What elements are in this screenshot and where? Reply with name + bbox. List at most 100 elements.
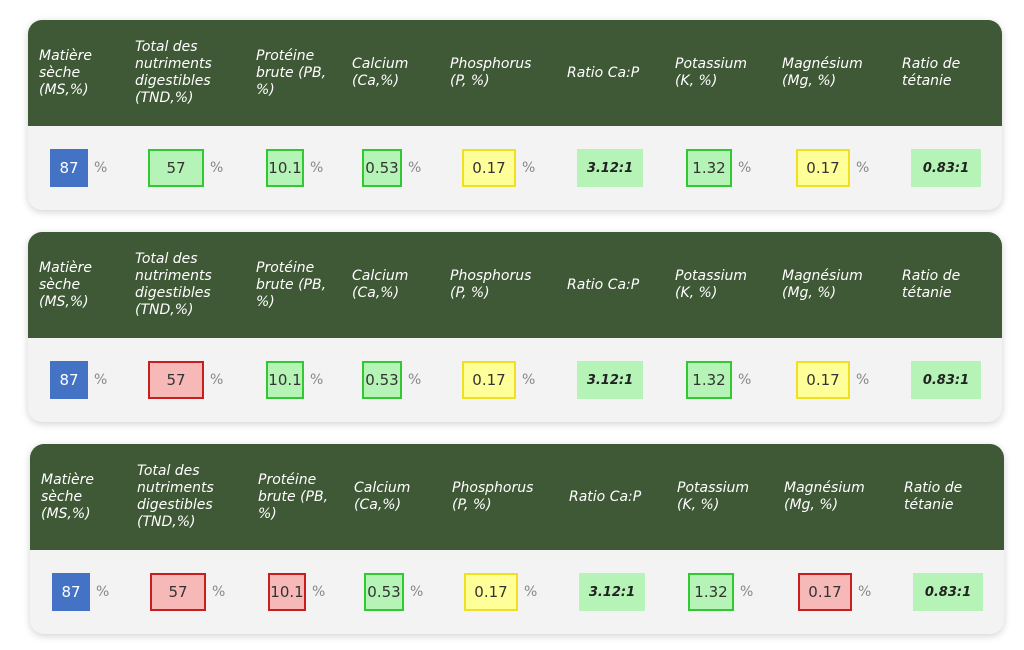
percent-unit: % (524, 584, 538, 600)
ratio-tetanie-value: 0.83:1 (913, 573, 983, 611)
cell-ratio-cap: 3.12:1 (579, 550, 645, 634)
header-potassium: Potassium (K, %) (677, 480, 750, 513)
nutrition-card: Matière sèche (MS,%) Total des nutriments… (30, 444, 1004, 634)
cell-ratio-tetanie: 0.83:1 (911, 338, 981, 422)
percent-unit: % (312, 584, 326, 600)
header-matiere-seche: Matière sèche (MS,%) (39, 259, 93, 310)
header-phosphorus: Phosphorus (P, %) (450, 56, 532, 89)
card-values-row: 87% 57% 10.1% 0.53% 0.17% 3.12:1 1.32% 0.17% 0.8… (28, 338, 1002, 422)
matiere-seche-value: 87 (50, 149, 88, 187)
cell-tnd: 57% (150, 550, 225, 634)
cell-matiere-seche: 87% (50, 338, 107, 422)
card-header: Matière sèche (MS,%) Total des nutriments… (28, 20, 1002, 126)
header-potassium: Potassium (K, %) (675, 268, 748, 301)
percent-unit: % (210, 372, 224, 388)
magnesium-value: 0.17 (796, 149, 850, 187)
potassium-value: 1.32 (686, 149, 732, 187)
percent-unit: % (96, 584, 110, 600)
percent-unit: % (94, 372, 108, 388)
phosphorus-value: 0.17 (462, 361, 516, 399)
ratio-cap-value: 3.12:1 (579, 573, 645, 611)
cell-phosphorus: 0.17% (462, 338, 535, 422)
cell-proteine-brute: 10.1% (266, 126, 323, 210)
percent-unit: % (858, 584, 872, 600)
percent-unit: % (522, 372, 536, 388)
cell-calcium: 0.53% (362, 126, 421, 210)
ratio-cap-value: 3.12:1 (577, 149, 643, 187)
cell-ratio-cap: 3.12:1 (577, 126, 643, 210)
header-phosphorus: Phosphorus (P, %) (450, 268, 532, 301)
calcium-value: 0.53 (364, 573, 404, 611)
percent-unit: % (410, 584, 424, 600)
proteine-brute-value: 10.1 (266, 361, 304, 399)
percent-unit: % (856, 372, 870, 388)
header-calcium: Calcium (Ca,%) (354, 480, 411, 513)
cell-calcium: 0.53% (362, 338, 421, 422)
cell-magnesium: 0.17% (796, 126, 869, 210)
header-tnd: Total des nutriments digestibles (TND,%) (137, 463, 214, 530)
header-ratio-tetanie: Ratio de tétanie (904, 480, 963, 513)
calcium-value: 0.53 (362, 361, 402, 399)
cell-matiere-seche: 87% (52, 550, 109, 634)
tnd-value: 57 (148, 361, 204, 399)
percent-unit: % (310, 160, 324, 176)
magnesium-value: 0.17 (798, 573, 852, 611)
phosphorus-value: 0.17 (464, 573, 518, 611)
percent-unit: % (408, 372, 422, 388)
ratio-tetanie-value: 0.83:1 (911, 149, 981, 187)
header-calcium: Calcium (Ca,%) (352, 268, 409, 301)
header-ratio-cap: Ratio Ca:P (567, 276, 640, 293)
header-ratio-cap: Ratio Ca:P (569, 488, 642, 505)
potassium-value: 1.32 (688, 573, 734, 611)
matiere-seche-value: 87 (50, 361, 88, 399)
percent-unit: % (408, 160, 422, 176)
cell-tnd: 57% (148, 126, 223, 210)
tnd-value: 57 (148, 149, 204, 187)
cell-matiere-seche: 87% (50, 126, 107, 210)
ratio-tetanie-value: 0.83:1 (911, 361, 981, 399)
proteine-brute-value: 10.1 (268, 573, 306, 611)
percent-unit: % (210, 160, 224, 176)
header-tnd: Total des nutriments digestibles (TND,%) (135, 251, 212, 318)
percent-unit: % (522, 160, 536, 176)
nutrition-card: Matière sèche (MS,%) Total des nutriments… (28, 232, 1002, 422)
header-ratio-tetanie: Ratio de tétanie (902, 268, 961, 301)
cell-potassium: 1.32% (688, 550, 753, 634)
header-tnd: Total des nutriments digestibles (TND,%) (135, 39, 212, 106)
cell-tnd: 57% (148, 338, 223, 422)
percent-unit: % (738, 160, 752, 176)
percent-unit: % (212, 584, 226, 600)
cell-ratio-tetanie: 0.83:1 (911, 126, 981, 210)
cell-phosphorus: 0.17% (462, 126, 535, 210)
cell-proteine-brute: 10.1% (266, 338, 323, 422)
calcium-value: 0.53 (362, 149, 402, 187)
header-proteine-brute: Protéine brute (PB, %) (258, 471, 329, 522)
percent-unit: % (738, 372, 752, 388)
cell-ratio-cap: 3.12:1 (577, 338, 643, 422)
header-proteine-brute: Protéine brute (PB, %) (256, 259, 327, 310)
header-potassium: Potassium (K, %) (675, 56, 748, 89)
header-magnesium: Magnésium (Mg, %) (782, 268, 863, 301)
header-matiere-seche: Matière sèche (MS,%) (41, 471, 95, 522)
percent-unit: % (856, 160, 870, 176)
header-matiere-seche: Matière sèche (MS,%) (39, 47, 93, 98)
proteine-brute-value: 10.1 (266, 149, 304, 187)
percent-unit: % (94, 160, 108, 176)
cell-potassium: 1.32% (686, 338, 751, 422)
percent-unit: % (310, 372, 324, 388)
header-proteine-brute: Protéine brute (PB, %) (256, 47, 327, 98)
nutrition-card: Matière sèche (MS,%) Total des nutriments… (28, 20, 1002, 210)
cell-magnesium: 0.17% (798, 550, 871, 634)
cell-phosphorus: 0.17% (464, 550, 537, 634)
ratio-cap-value: 3.12:1 (577, 361, 643, 399)
tnd-value: 57 (150, 573, 206, 611)
card-header: Matière sèche (MS,%) Total des nutriments… (28, 232, 1002, 338)
header-phosphorus: Phosphorus (P, %) (452, 480, 534, 513)
potassium-value: 1.32 (686, 361, 732, 399)
header-calcium: Calcium (Ca,%) (352, 56, 409, 89)
matiere-seche-value: 87 (52, 573, 90, 611)
cell-magnesium: 0.17% (796, 338, 869, 422)
header-magnesium: Magnésium (Mg, %) (782, 56, 863, 89)
percent-unit: % (740, 584, 754, 600)
header-ratio-cap: Ratio Ca:P (567, 64, 640, 81)
